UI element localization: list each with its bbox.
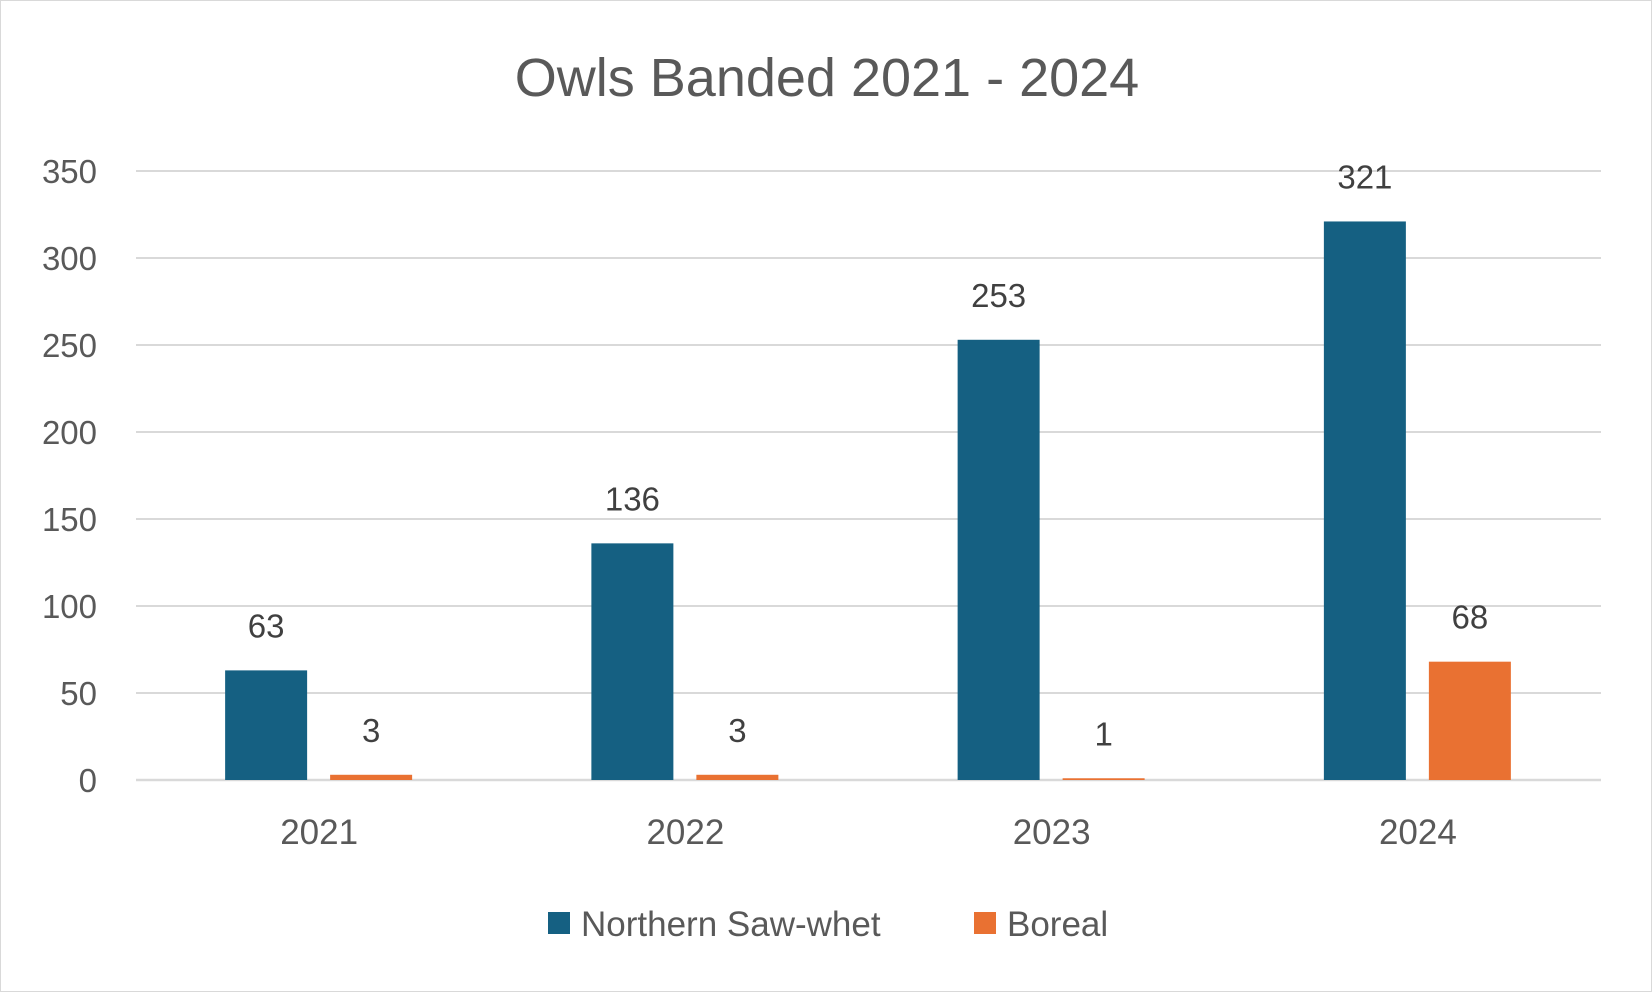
y-tick-label: 350 <box>42 153 97 190</box>
data-label: 253 <box>971 277 1026 314</box>
legend-item-northern-saw-whet: Northern Saw-whet <box>548 905 881 944</box>
bar-northern-saw-whet-2021 <box>225 670 308 780</box>
bar-northern-saw-whet-2024 <box>1323 221 1406 780</box>
y-tick-label: 0 <box>79 762 97 799</box>
bar-boreal-2021 <box>330 774 413 780</box>
bar-northern-saw-whet-2023 <box>957 339 1040 780</box>
y-tick-label: 150 <box>42 501 97 538</box>
data-label: 68 <box>1452 599 1489 636</box>
legend: Northern Saw-whet Boreal <box>548 905 1108 944</box>
chart-title: Owls Banded 2021 - 2024 <box>515 48 1139 108</box>
y-tick-label: 100 <box>42 588 97 625</box>
y-tick-label: 200 <box>42 414 97 451</box>
data-label: 63 <box>248 607 285 644</box>
legend-label: Northern Saw-whet <box>581 905 881 944</box>
data-labels: 63 136 253 321 3 3 1 68 <box>248 158 1488 752</box>
data-label: 321 <box>1337 158 1392 195</box>
x-tick-label: 2021 <box>280 813 358 852</box>
bar-boreal-2024 <box>1428 661 1511 780</box>
legend-label: Boreal <box>1007 905 1108 944</box>
data-label: 136 <box>605 480 660 517</box>
legend-item-boreal: Boreal <box>974 905 1108 944</box>
x-tick-label: 2024 <box>1379 813 1457 852</box>
y-tick-label: 250 <box>42 327 97 364</box>
x-tick-label: 2023 <box>1013 813 1091 852</box>
data-label: 3 <box>728 712 746 749</box>
data-label: 3 <box>362 712 380 749</box>
y-axis-labels: 0 50 100 150 200 250 300 350 <box>42 153 97 799</box>
y-tick-label: 300 <box>42 240 97 277</box>
legend-swatch <box>974 912 996 934</box>
bar-northern-saw-whet-2022 <box>591 543 674 780</box>
bar-boreal-2022 <box>696 774 779 780</box>
data-label: 1 <box>1094 715 1112 752</box>
y-tick-label: 50 <box>60 675 97 712</box>
bars <box>225 221 1511 780</box>
bar-boreal-2023 <box>1062 778 1145 780</box>
x-axis-labels: 2021 2022 2023 2024 <box>280 813 1457 852</box>
legend-swatch <box>548 912 570 934</box>
x-tick-label: 2022 <box>646 813 724 852</box>
